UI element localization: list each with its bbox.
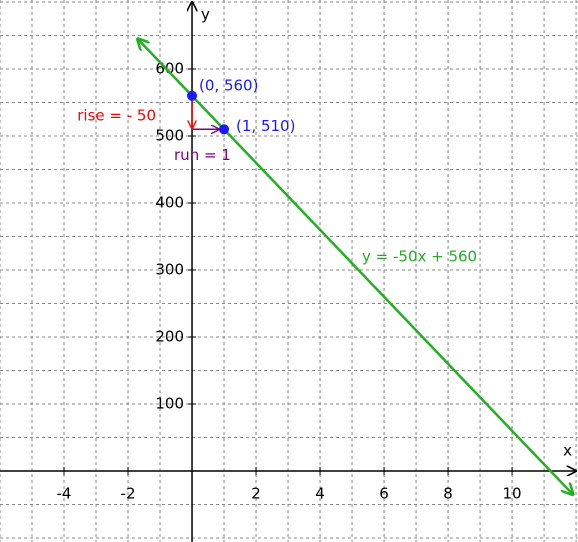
y-tick-label: 200 — [155, 327, 184, 345]
x-tick-label: -4 — [57, 484, 72, 502]
line-label: y = -50x + 560 — [362, 248, 477, 266]
y-tick-label: 400 — [155, 193, 184, 211]
rise-label: rise = - 50 — [77, 106, 156, 124]
y-tick-label: 300 — [155, 260, 184, 278]
y-tick-label: 500 — [155, 127, 184, 145]
x-axis-label: x — [563, 441, 572, 459]
point-label: (1, 510) — [236, 117, 295, 135]
data-line — [138, 39, 573, 495]
point — [219, 124, 230, 135]
y-axis-label: y — [201, 6, 210, 24]
point — [187, 90, 198, 101]
x-tick-label: 2 — [251, 484, 261, 502]
x-tick-label: 6 — [379, 484, 389, 502]
y-tick-label: 100 — [155, 394, 184, 412]
run-label: run = 1 — [174, 146, 231, 164]
x-tick-label: 10 — [503, 484, 522, 502]
point-label: (0, 560) — [199, 76, 258, 94]
x-tick-label: -2 — [121, 484, 136, 502]
x-tick-label: 4 — [315, 484, 325, 502]
x-tick-label: 8 — [443, 484, 453, 502]
